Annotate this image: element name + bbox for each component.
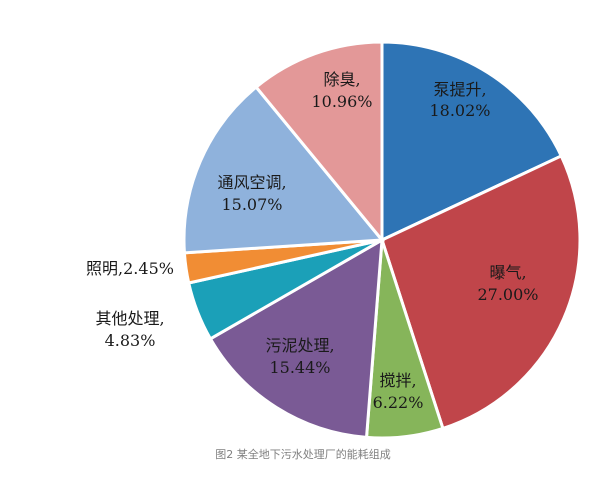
pie-slice-1 [380,40,564,243]
pie-slice-8 [254,40,384,245]
slice-name-4: 污泥处理, [265,336,334,355]
slice-value-2: 27.00% [477,285,538,304]
slice-name-8: 除臭, [323,70,360,89]
slice-value-8: 10.96% [311,92,372,111]
pie-slice-2 [380,153,582,431]
slice-name-5: 其他处理, [95,309,164,328]
slice-value-1: 18.02% [429,101,490,120]
slice-name-2: 曝气, [489,263,526,282]
slice-value-5: 4.83% [105,331,156,350]
figure-caption: 图2 某全地下污水处理厂的能耗组成 [215,448,391,461]
pie-slices [182,40,582,440]
pie-chart: 泵提升, 18.02% 曝气, 27.00% 搅拌, 6.22% 污泥处理, 15.44% 其他… [86,40,582,440]
slice-value-3: 6.22% [373,393,424,412]
slice-name-1: 泵提升, [433,80,486,99]
pie-labels: 泵提升, 18.02% 曝气, 27.00% 搅拌, 6.22% 污泥处理, 15.44% 其他… [86,70,538,412]
slice-value-7: 15.07% [221,195,282,214]
slice-label-6: 照明,2.45% [86,259,174,278]
pie-slice-7 [182,85,386,255]
slice-name-3: 搅拌, [379,371,416,390]
slice-value-4: 15.44% [269,358,330,377]
slice-name-7: 通风空调, [217,173,286,192]
pie-slice-4 [208,237,384,440]
